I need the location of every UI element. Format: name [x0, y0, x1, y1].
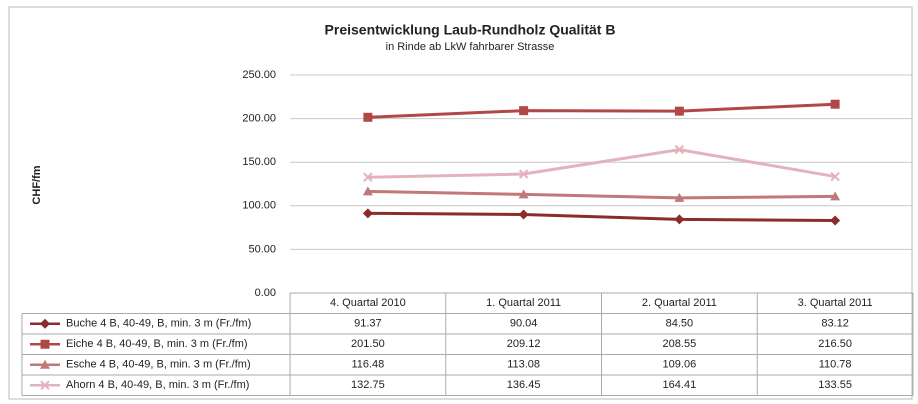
marker: [674, 144, 685, 155]
series-line: [367, 102, 836, 119]
y-tick-label: 200.00: [242, 113, 276, 125]
table-value: 208.55: [663, 338, 697, 350]
x-tick-label: 1. Quartal 2011: [486, 297, 561, 309]
marker: [830, 99, 840, 109]
series-line: [367, 189, 836, 200]
marker: [363, 112, 373, 122]
series-line: [367, 148, 836, 179]
marker: [363, 172, 373, 182]
table-value: 133.55: [818, 379, 852, 391]
marker: [362, 186, 373, 196]
table-value: 113.08: [507, 359, 540, 371]
marker: [674, 214, 685, 225]
legend-label: Esche 4 B, 40-49, B, min. 3 m (Fr./fm): [66, 359, 251, 371]
table-value: 84.50: [666, 318, 694, 330]
legend-marker: [40, 318, 50, 329]
table-value: 216.50: [818, 338, 852, 350]
legend-marker: [40, 339, 50, 349]
table-value: 110.78: [819, 359, 852, 371]
table-value: 201.50: [351, 338, 385, 350]
series-line: [367, 211, 836, 223]
marker: [518, 169, 529, 179]
legend-marker: [40, 359, 50, 369]
marker: [830, 215, 841, 226]
legend-label: Eiche 4 B, 40-49, B, min. 3 m (Fr./fm): [66, 338, 248, 350]
marker: [362, 208, 373, 219]
table-value: 132.75: [351, 379, 385, 391]
y-tick-label: 100.00: [242, 200, 276, 212]
legend-marker: [40, 380, 50, 390]
table-value: 136.45: [507, 379, 541, 391]
table-value: 209.12: [507, 338, 541, 350]
x-tick-label: 3. Quartal 2011: [798, 297, 873, 309]
y-tick-label: 150.00: [242, 156, 276, 168]
y-tick-label: 250.00: [242, 69, 276, 81]
marker: [674, 106, 684, 116]
y-tick-label: 50.00: [248, 243, 276, 255]
x-tick-label: 2. Quartal 2011: [642, 297, 717, 309]
y-tick-label: 0.00: [255, 287, 276, 299]
legend-label: Buche 4 B, 40-49, B, min. 3 m (Fr./fm): [66, 318, 251, 330]
marker: [518, 209, 529, 220]
table-value: 164.41: [663, 379, 697, 391]
table-value: 90.04: [510, 318, 538, 330]
marker: [518, 189, 529, 199]
marker: [519, 106, 529, 116]
legend-label: Ahorn 4 B, 40-49, B, min. 3 m (Fr./fm): [66, 379, 249, 391]
table-value: 83.12: [821, 318, 849, 330]
table-value: 116.48: [351, 359, 384, 371]
y-axis-label: CHF/fm: [31, 165, 43, 204]
marker: [674, 192, 685, 202]
chart-subtitle: in Rinde ab LkW fahrbarer Strasse: [386, 41, 555, 53]
table-value: 91.37: [354, 318, 382, 330]
chart-title: Preisentwicklung Laub-Rundholz Qualität …: [325, 22, 616, 38]
marker: [830, 191, 841, 201]
table-value: 109.06: [663, 359, 697, 371]
marker: [830, 171, 840, 182]
x-tick-label: 4. Quartal 2010: [330, 297, 406, 309]
